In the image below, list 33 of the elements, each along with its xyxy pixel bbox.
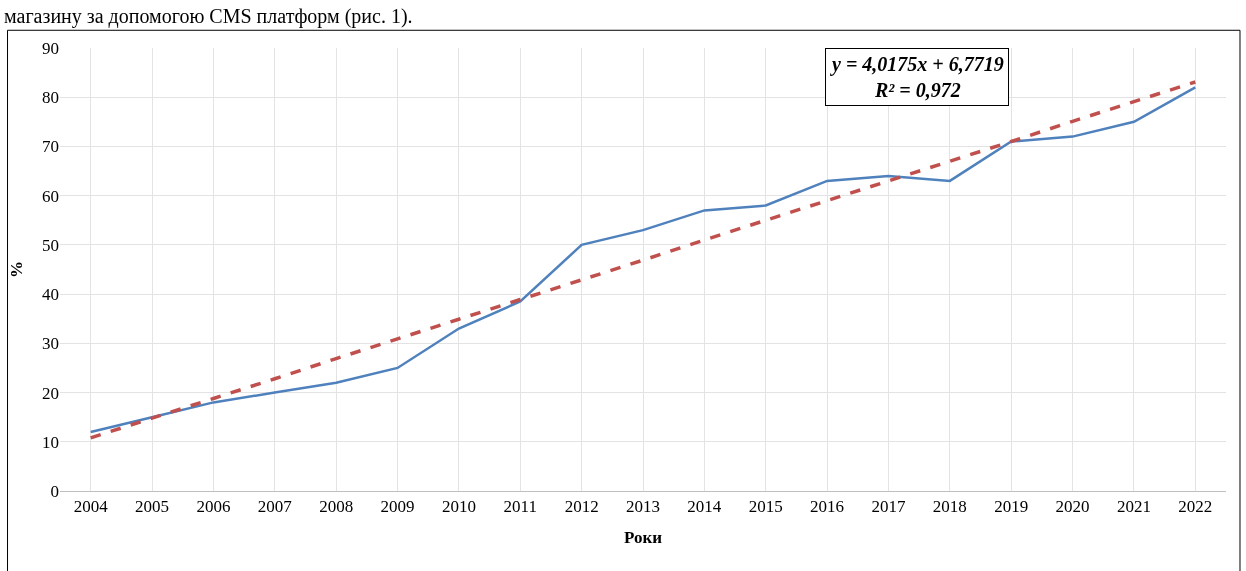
x-axis-title: Роки (623, 527, 663, 547)
text: магазину за допомогою CMS платформ (рис. 1). (4, 5, 413, 28)
x-tick-label: 2011 (503, 497, 537, 517)
y-tick-label: 60 (42, 186, 59, 206)
x-tick-label: 2009 (380, 497, 415, 517)
x-tick-label: 2018 (932, 497, 967, 517)
x-tick-label: 2017 (871, 497, 906, 517)
y-tick-label: 90 (42, 38, 59, 58)
x-tick-label: 2004 (73, 497, 109, 517)
x-tick-label: 2007 (257, 497, 293, 517)
y-tick-label: 80 (42, 88, 59, 108)
y-tick-label: 70 (42, 137, 59, 157)
x-tick-label: 2005 (135, 497, 170, 517)
y-tick-label: 0 (50, 481, 59, 501)
x-tick-label: 2006 (196, 497, 231, 517)
y-tick-label: 20 (42, 383, 59, 403)
y-tick-label: 40 (42, 285, 59, 305)
y-axis-title: % (6, 261, 26, 278)
y-tick-label: 50 (42, 235, 59, 255)
y-tick-label: 30 (42, 334, 59, 354)
y-tick-label: 10 (42, 432, 59, 452)
x-tick-label: 2019 (994, 497, 1029, 517)
x-tick-label: 2016 (810, 497, 845, 517)
x-tick-label: 2013 (626, 497, 660, 517)
x-tick-label: 2008 (319, 497, 354, 517)
x-tick-label: 2010 (441, 497, 476, 517)
x-tick-label: 2022 (1178, 497, 1213, 517)
x-tick-label: 2014 (687, 497, 722, 517)
x-tick-label: 2012 (564, 497, 599, 517)
x-tick-label: 2021 (1116, 497, 1151, 517)
x-tick-label: 2020 (1055, 497, 1090, 517)
x-tick-label: 2015 (748, 497, 783, 517)
annotation: y = 4,0175x + 6,7719 R² = 0,972 (830, 53, 1004, 101)
